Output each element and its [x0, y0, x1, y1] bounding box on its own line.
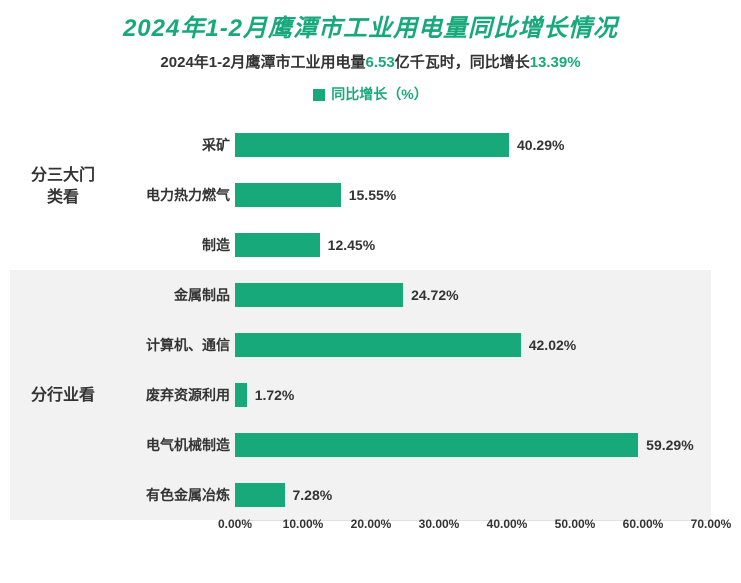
bar-zone: 12.45%	[235, 220, 711, 270]
category-label: 电力热力燃气	[140, 185, 230, 205]
category-label: 计算机、通信	[140, 335, 230, 355]
group-label-1: 分三大门类看	[18, 165, 108, 210]
category-label: 金属制品	[140, 285, 230, 305]
bar	[235, 433, 638, 457]
subtitle-prefix: 2024年1-2月鹰潭市工业用电量	[160, 54, 365, 71]
value-label: 7.28%	[293, 487, 333, 503]
category-label: 电气机械制造	[140, 435, 230, 455]
value-label: 1.72%	[255, 387, 295, 403]
value-label: 15.55%	[349, 187, 396, 203]
category-label: 采矿	[140, 135, 230, 155]
x-tick: 70.00%	[691, 517, 732, 531]
x-axis: 0.00%10.00%20.00%30.00%40.00%50.00%60.00…	[235, 517, 711, 537]
x-tick: 10.00%	[283, 517, 324, 531]
bar-row: 金属制品 24.72%	[135, 270, 711, 320]
legend-label: 同比增长（%）	[331, 86, 427, 102]
bar-row: 制造 12.45%	[135, 220, 711, 270]
bar-zone: 15.55%	[235, 170, 711, 220]
chart-area: 分三大门类看 分行业看 采矿 40.29% 电力热力燃气 15.55% 制造 1…	[0, 110, 741, 555]
value-label: 12.45%	[328, 237, 375, 253]
subtitle-value-1: 6.53	[365, 54, 394, 71]
bar-row: 有色金属冶炼 7.28%	[135, 470, 711, 520]
category-label: 制造	[140, 235, 230, 255]
subtitle-unit: 亿千瓦时，同比增长	[395, 54, 530, 71]
category-label: 废弃资源利用	[140, 385, 230, 405]
bar	[235, 483, 285, 507]
bar-row: 电力热力燃气 15.55%	[135, 170, 711, 220]
bar-zone: 24.72%	[235, 270, 711, 320]
bar-row: 电气机械制造 59.29%	[135, 420, 711, 470]
chart-subtitle: 2024年1-2月鹰潭市工业用电量6.53亿千瓦时，同比增长13.39%	[0, 51, 741, 72]
x-tick: 30.00%	[419, 517, 460, 531]
bar-row: 废弃资源利用 1.72%	[135, 370, 711, 420]
bar-row: 计算机、通信 42.02%	[135, 320, 711, 370]
value-label: 59.29%	[646, 437, 693, 453]
subtitle-value-2: 13.39%	[530, 54, 581, 71]
chart-container: 2024年1-2月鹰潭市工业用电量同比增长情况 2024年1-2月鹰潭市工业用电…	[0, 0, 741, 583]
legend-marker	[313, 89, 325, 101]
bar	[235, 133, 509, 157]
bar-zone: 40.29%	[235, 120, 711, 170]
category-label: 有色金属冶炼	[140, 485, 230, 505]
value-label: 40.29%	[517, 137, 564, 153]
bar	[235, 383, 247, 407]
group-label-2: 分行业看	[18, 385, 108, 407]
bar	[235, 333, 521, 357]
x-tick: 40.00%	[487, 517, 528, 531]
x-tick: 50.00%	[555, 517, 596, 531]
bar	[235, 283, 403, 307]
bar-zone: 1.72%	[235, 370, 711, 420]
bar-row: 采矿 40.29%	[135, 120, 711, 170]
chart-title: 2024年1-2月鹰潭市工业用电量同比增长情况	[0, 0, 741, 43]
bar	[235, 183, 341, 207]
x-tick: 60.00%	[623, 517, 664, 531]
x-tick: 20.00%	[351, 517, 392, 531]
x-tick: 0.00%	[218, 517, 252, 531]
legend: 同比增长（%）	[0, 84, 741, 104]
value-label: 24.72%	[411, 287, 458, 303]
bar-zone: 59.29%	[235, 420, 711, 470]
bar	[235, 233, 320, 257]
value-label: 42.02%	[529, 337, 576, 353]
bar-zone: 42.02%	[235, 320, 711, 370]
bar-zone: 7.28%	[235, 470, 711, 520]
